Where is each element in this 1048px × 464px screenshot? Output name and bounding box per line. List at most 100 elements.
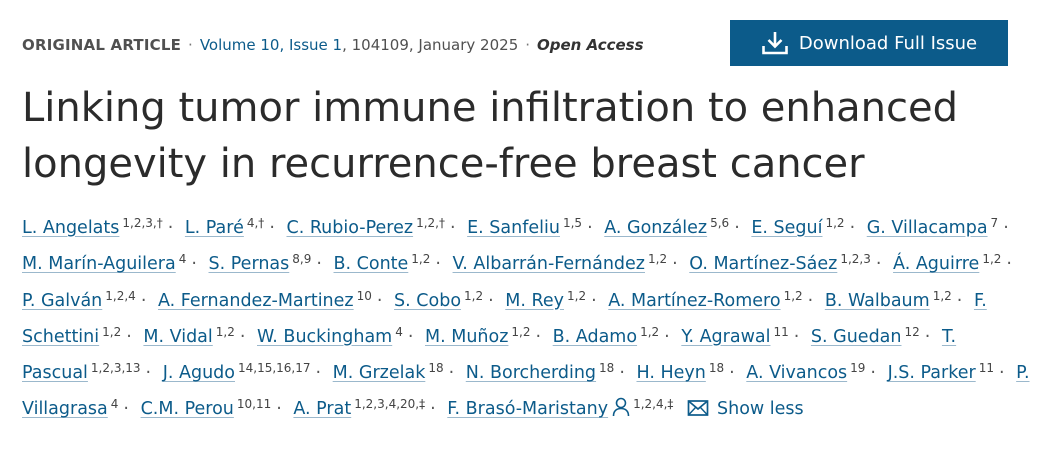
author-name-link[interactable]: B. Walbaum [824,290,930,311]
author-affiliation: 1,2,4 [105,288,136,303]
author-item: S. Guedan 12 · [810,325,936,347]
author-name-link[interactable]: M. Muñoz [425,326,509,347]
article-type: ORIGINAL ARTICLE [22,36,182,54]
author-affiliation: 1,2,4,‡ [633,397,674,412]
author-name-link[interactable]: G. Villacampa [866,218,988,238]
author-name-link[interactable]: S. Guedan [810,326,902,347]
author-affiliation: 1,2 [648,252,668,267]
author-name-link[interactable]: F. Schettini [22,290,987,347]
author-separator: · [998,363,1005,384]
author-affiliation: 1,2,3,4,20,‡ [354,397,426,412]
author-affiliation: 1,2 [511,324,531,339]
author-affiliation: 1,2,3 [840,252,871,267]
author-name-link[interactable]: J. Agudo [162,363,235,384]
author-name-link[interactable]: C. Rubio-Perez [286,218,414,238]
author-item: P. Villagrasa 4 · [22,363,1030,419]
author-separator: · [875,254,882,275]
author-item: H. Heyn 18 · [636,361,740,384]
mail-icon[interactable] [687,397,709,428]
author-name-link[interactable]: C.M. Perou [140,399,234,420]
author-item: L. Angelats 1,2,3,† · [22,216,179,238]
author-name-link[interactable]: O. Martínez-Sáez [689,254,838,275]
author-separator: · [316,254,322,275]
author-item: G. Villacampa 7 · [866,216,1015,238]
author-affiliation: 1,2 [640,324,660,339]
author-affiliation: 1,2,3,† [122,216,163,230]
person-icon [612,397,630,428]
author-separator: · [619,363,625,384]
author-separator: · [734,218,740,238]
meta-separator: · [525,36,531,54]
author-separator: · [664,326,670,347]
author-affiliation: 1,2 [783,288,803,303]
author-item: F. Brasó-Maristany 1,2,4,‡ [447,397,674,420]
author-affiliation: 18 [708,361,725,376]
author-name-link[interactable]: W. Buckingham [257,326,393,347]
author-name-link[interactable]: T. Pascual [22,326,957,384]
author-name-link[interactable]: E. Sanfeliu [467,218,560,238]
author-name-link[interactable]: J.S. Parker [887,363,976,384]
author-separator: · [870,363,876,384]
author-name-link[interactable]: A. Fernandez-Martinez [157,290,354,311]
author-name-link[interactable]: M. Grzelak [332,363,426,384]
author-name-link[interactable]: A. Prat [293,399,352,420]
author-name-link[interactable]: Á. Aguirre [893,254,980,275]
author-name-link[interactable]: B. Conte [333,254,409,275]
author-separator: · [407,326,414,347]
author-name-link[interactable]: P. Galván [22,290,103,311]
author-name-link[interactable]: F. Brasó-Maristany [447,399,609,420]
author-name-link[interactable]: H. Heyn [636,363,706,384]
author-separator: · [376,290,383,311]
volume-issue-link[interactable]: Volume 10, Issue 1 [199,36,343,54]
download-full-issue-button[interactable]: Download Full Issue [730,20,1008,66]
author-item: C.M. Perou 10,11 · [140,397,288,420]
author-name-link[interactable]: M. Rey [505,290,565,311]
author-name-link[interactable]: M. Vidal [143,326,213,347]
author-name-link[interactable]: E. Seguí [751,218,823,238]
author-name-link[interactable]: L. Paré [184,218,244,238]
author-separator: · [849,218,856,238]
show-less-link[interactable]: Show less [717,399,804,420]
author-name-link[interactable]: M. Marín-Aguilera [22,254,176,275]
author-item: N. Borcherding 18 · [465,361,631,384]
author-item: E. Sanfeliu 1,5 · [467,216,599,238]
author-separator: · [449,218,456,238]
author-name-link[interactable]: S. Pernas [208,254,290,275]
author-item: B. Walbaum 1,2 · [824,289,969,311]
author-separator: · [145,363,152,384]
author-name-link[interactable]: A. Martínez-Romero [608,290,781,311]
author-item: Y. Agrawal 11 · [681,325,805,347]
author-item: L. Paré 4,† · [184,216,281,238]
author-item: P. Galván 1,2,4 · [22,288,152,311]
author-affiliation: 1,2 [464,288,484,303]
author-item: V. Albarrán-Fernández 1,2 · [452,252,684,275]
author-affiliation: 4 [110,397,119,412]
author-name-link[interactable]: N. Borcherding [465,363,597,384]
author-affiliation: 1,2 [567,288,587,303]
author-name-link[interactable]: A. González [604,218,708,238]
author-item: F. Schettini 1,2 · [22,291,987,347]
author-name-link[interactable]: B. Adamo [552,326,638,347]
author-separator: · [126,326,132,347]
author-item: W. Buckingham 4 · [257,325,419,347]
author-name-link[interactable]: S. Cobo [394,290,462,311]
author-separator: · [123,399,129,420]
author-item: C. Rubio-Perez 1,2,† · [286,216,461,238]
author-affiliation: 4 [178,252,187,267]
author-item: A. Prat 1,2,3,4,20,‡ · [293,397,441,420]
author-item: M. Rey 1,2 · [505,288,602,311]
meta-separator: · [188,36,193,54]
author-name-link[interactable]: P. Villagrasa [22,363,1030,420]
author-affiliation: 11 [978,361,994,376]
author-name-link[interactable]: Y. Agrawal [681,326,771,347]
author-affiliation: 19 [850,361,866,376]
author-name-link[interactable]: A. Vivancos [746,363,848,384]
author-separator: · [448,363,455,384]
download-button-label: Download Full Issue [798,32,978,54]
author-name-link[interactable]: V. Albarrán-Fernández [452,254,645,275]
author-separator: · [1003,218,1009,238]
author-separator: · [729,363,735,384]
author-name-link[interactable]: L. Angelats [22,218,120,238]
author-separator: · [535,326,542,347]
